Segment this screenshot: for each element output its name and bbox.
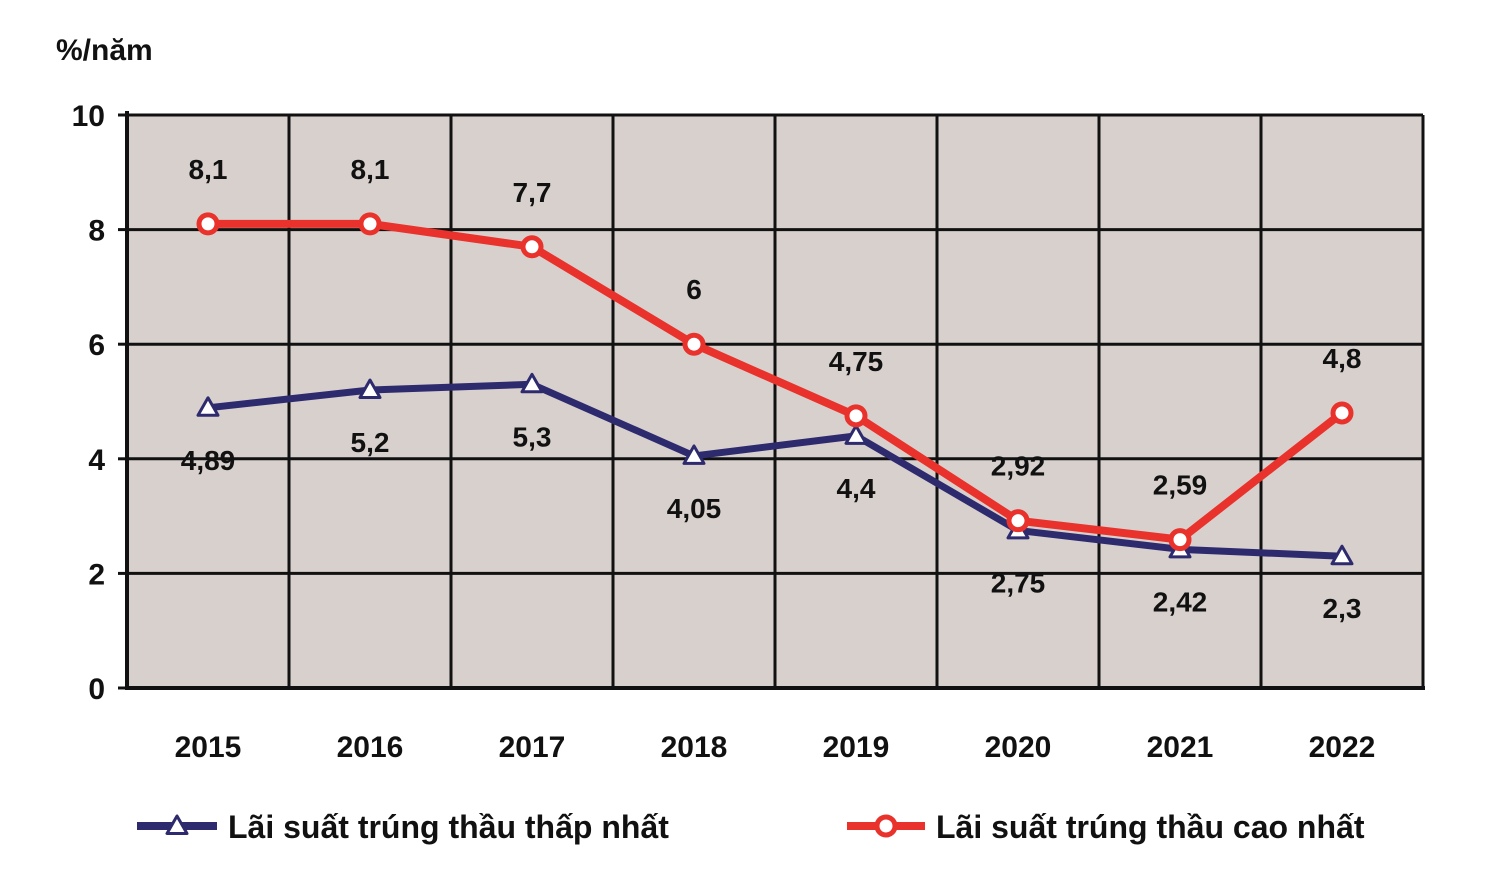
x-tick-label-2020: 2020 [985,731,1052,764]
legend-marker-1 [165,814,189,835]
series-2-data-label-2018: 6 [686,274,702,305]
series-1-point-2022 [1330,544,1354,566]
series-1-data-label-2016: 5,2 [351,427,390,458]
series-2-data-label-2021: 2,59 [1153,470,1208,501]
series-2-point-2015 [196,212,220,236]
x-tick-label-2021: 2021 [1147,731,1214,764]
y-tick-label-4: 4 [88,444,105,477]
series-2-point-2018 [682,332,706,356]
legend-marker-2 [874,814,898,838]
series-1-data-label-2021: 2,42 [1153,586,1208,617]
series-1-point-2018 [682,444,706,465]
series-2-data-label-2015: 8,1 [189,154,228,185]
x-tick-label-2018: 2018 [661,731,728,764]
series-2-data-label-2020: 2,92 [991,451,1046,482]
y-tick-label-10: 10 [72,100,105,133]
series-1-point-2015 [196,396,220,417]
series-1-data-label-2020: 2,75 [991,567,1046,598]
series-2-data-label-2017: 7,7 [513,177,552,208]
series-2-data-label-2022: 4,8 [1323,343,1362,374]
series-1-point-2019 [844,424,868,445]
x-tick-label-2022: 2022 [1309,731,1376,764]
x-tick-label-2019: 2019 [823,731,890,764]
series-2-point-2022 [1330,401,1354,425]
series-line-1 [204,380,1346,560]
x-tick-label-2017: 2017 [499,731,566,764]
x-tick-label-2016: 2016 [337,731,404,764]
series-1-point-2017 [520,372,544,394]
series-2-data-label-2019: 4,75 [829,346,884,377]
series-2-point-2016 [358,212,382,236]
series-1-data-label-2018: 4,05 [667,493,722,524]
series-1-data-label-2017: 5,3 [513,421,552,452]
y-axis-unit-label: %/năm [56,34,153,67]
y-tick-label-2: 2 [88,558,105,591]
legend: Lãi suất trúng thầu thấp nhất Lãi suất tr… [137,809,1365,845]
legend-label-2: Lãi suất trúng thầu cao nhất [936,809,1365,845]
legend-label-1: Lãi suất trúng thầu thấp nhất [228,809,669,845]
y-tick-label-8: 8 [88,215,105,248]
series-2-point-2021 [1168,528,1192,552]
series-1-data-label-2019: 4,4 [837,473,876,504]
series-2-data-label-2016: 8,1 [351,154,390,185]
x-tick-label-2015: 2015 [175,731,242,764]
series-2-point-2019 [844,404,868,428]
series-2-point-2020 [1006,509,1030,533]
series-2-point-2017 [520,235,544,259]
y-tick-label-6: 6 [88,329,105,362]
series-1-data-label-2022: 2,3 [1323,593,1362,624]
series-1-point-2016 [358,378,382,400]
series-line-2 [204,219,1346,544]
y-tick-label-0: 0 [88,673,105,706]
series-1-data-label-2015: 4,89 [181,445,236,476]
